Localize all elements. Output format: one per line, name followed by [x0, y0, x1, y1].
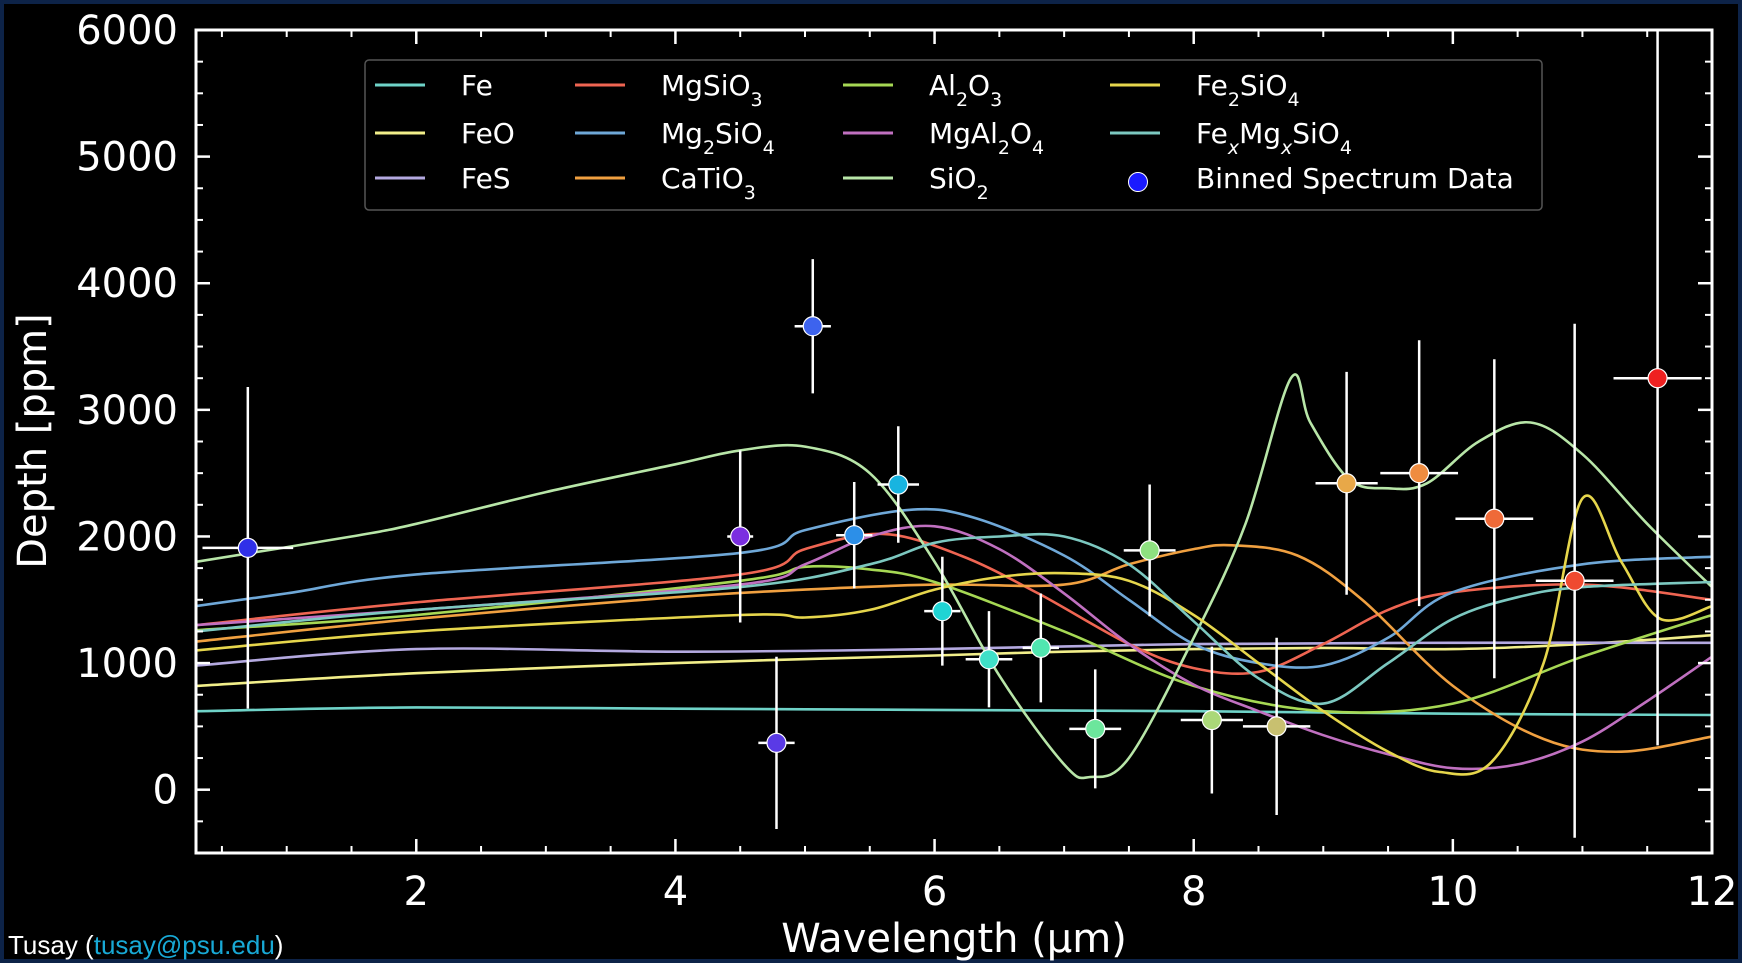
data-point-marker: [1336, 473, 1357, 494]
canvas-top-margin: [0, 0, 1742, 30]
series-line-sio2: [196, 373, 1712, 780]
data-point: [1242, 637, 1311, 816]
data-point-marker: [730, 526, 751, 547]
data-point: [1455, 359, 1534, 679]
data-point-marker: [1030, 637, 1051, 658]
data-point: [1613, 30, 1702, 746]
data-point-marker: [1564, 570, 1585, 591]
series-line-mg2sio4: [196, 507, 1712, 669]
x-tick-label: 10: [1427, 869, 1478, 915]
data-point-marker: [1484, 508, 1505, 529]
data-point-marker: [844, 525, 865, 546]
data-point: [877, 426, 920, 543]
credit-prefix: Tusay (: [8, 930, 94, 960]
y-tick-label: 0: [153, 768, 178, 814]
data-point-marker: [1266, 716, 1287, 737]
credit-suffix: ): [274, 930, 284, 960]
data-point-marker: [237, 537, 258, 558]
data-point: [1380, 340, 1459, 607]
data-point: [727, 450, 754, 623]
data-point-marker: [802, 316, 823, 337]
author-credit: Tusay (tusay@psu.edu): [8, 930, 283, 961]
x-tick-label: 2: [404, 869, 429, 915]
axes: 2 4 6 8 10 12 0 1000 2000 3000 4000 5000 6000: [76, 8, 1737, 915]
canvas-bottom-margin: [0, 853, 1742, 963]
y-tick-label: 6000: [76, 8, 178, 54]
legend-entry-feo: FeO: [375, 117, 515, 150]
y-tick-label: 2000: [76, 514, 178, 560]
data-point-marker: [1647, 368, 1668, 389]
data-point: [1022, 593, 1059, 703]
data-point: [794, 259, 831, 394]
data-point-marker: [1085, 718, 1106, 740]
x-tick-label: 4: [663, 869, 688, 915]
series-line-catio3: [196, 543, 1712, 754]
x-tick-label: 6: [922, 869, 947, 915]
x-tick-label: 8: [1181, 869, 1206, 915]
legend-label: Fe: [461, 69, 493, 102]
legend-label: FeS: [461, 162, 511, 195]
series-line-mgsio3: [196, 532, 1712, 676]
canvas-right-margin: [1712, 0, 1742, 963]
data-point: [1535, 323, 1614, 838]
y-tick-label: 3000: [76, 388, 178, 434]
data-point-marker: [978, 649, 1000, 670]
x-axis-label: Wavelength (µm): [781, 916, 1127, 962]
legend-box: [364, 59, 1543, 211]
data-point: [1180, 646, 1243, 794]
legend-entry-binned-spectrum-data: Binned Spectrum Data: [1128, 162, 1514, 195]
data-point: [758, 656, 795, 829]
legend: FeFeOFeSMgSiO3Mg2SiO4CaTiO3Al2O3MgAl2O4S…: [364, 59, 1543, 211]
data-point-marker: [766, 732, 787, 753]
data-point-marker: [1409, 463, 1430, 484]
legend-entry-fes: FeS: [375, 162, 511, 195]
series-line-fes: [196, 641, 1712, 667]
data-point-marker: [932, 601, 953, 622]
y-tick-label: 5000: [76, 135, 178, 181]
data-point-marker: [1201, 709, 1222, 731]
y-tick-label: 4000: [76, 261, 178, 307]
legend-marker: [1128, 172, 1148, 192]
data-point: [1315, 371, 1378, 595]
legend-label: FeO: [461, 117, 515, 150]
data-point: [924, 556, 961, 666]
series-line-fe: [196, 706, 1712, 717]
series-line-mgal2o4: [196, 524, 1712, 771]
data-point-marker: [888, 474, 909, 495]
data-point: [1069, 669, 1122, 789]
y-axis-label: Depth [ppm]: [10, 313, 56, 569]
x-tick-label: 12: [1687, 869, 1738, 915]
data-point: [965, 611, 1013, 708]
y-tick-label: 1000: [76, 641, 178, 687]
data-point: [836, 482, 873, 589]
binned-spectrum-points: [202, 30, 1702, 838]
canvas-left-margin: [0, 0, 196, 963]
data-point: [1123, 484, 1176, 617]
series-line-fexmgxsio4: [196, 532, 1712, 706]
legend-label: Binned Spectrum Data: [1196, 162, 1514, 195]
legend-entry-fe: Fe: [375, 69, 493, 102]
data-point-marker: [1139, 540, 1160, 561]
data-point: [202, 387, 294, 709]
credit-email-link[interactable]: tusay@psu.edu: [93, 930, 275, 960]
